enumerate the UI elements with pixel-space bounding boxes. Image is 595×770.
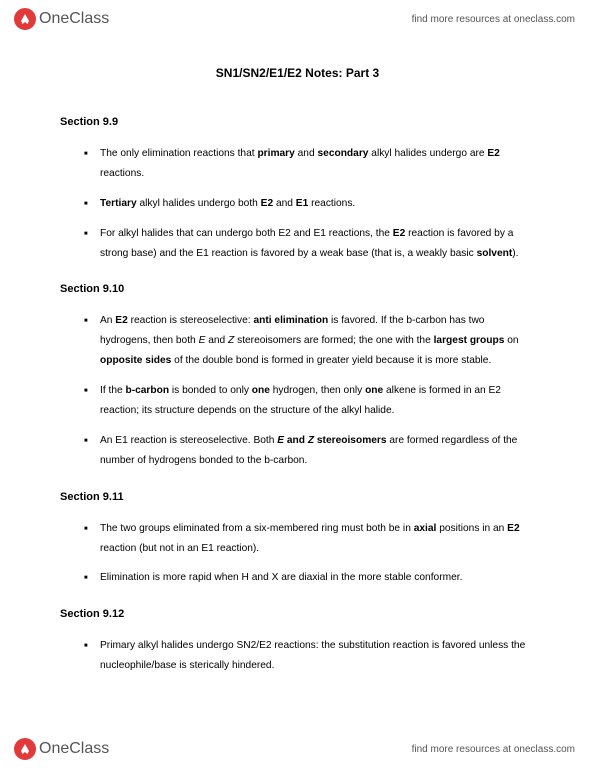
list-item: If the b-carbon is bonded to only one hy… bbox=[84, 381, 535, 421]
list-item: An E1 reaction is stereoselective. Both … bbox=[84, 431, 535, 471]
footer-brand-name: OneClass bbox=[39, 740, 109, 758]
page-footer: OneClass find more resources at oneclass… bbox=[0, 732, 595, 770]
section-heading: Section 9.11 bbox=[60, 491, 535, 503]
brand-logo-icon bbox=[14, 8, 36, 30]
brand-name: OneClass bbox=[39, 10, 109, 28]
footer-brand-logo-icon bbox=[14, 738, 36, 760]
list-item: The two groups eliminated from a six-mem… bbox=[84, 519, 535, 559]
header-tagline: find more resources at oneclass.com bbox=[412, 14, 575, 25]
brand-name-left: One bbox=[39, 10, 69, 27]
section-heading: Section 9.10 bbox=[60, 283, 535, 295]
document-body: SN1/SN2/E1/E2 Notes: Part 3 Section 9.9 T… bbox=[0, 36, 595, 716]
footer-brand-name-right: Class bbox=[69, 740, 109, 757]
footer-brand-name-left: One bbox=[39, 740, 69, 757]
document-title: SN1/SN2/E1/E2 Notes: Part 3 bbox=[60, 66, 535, 80]
list-item: An E2 reaction is stereoselective: anti … bbox=[84, 311, 535, 371]
list-item: Tertiary alkyl halides undergo both E2 a… bbox=[84, 194, 535, 214]
section-heading: Section 9.12 bbox=[60, 608, 535, 620]
brand-name-right: Class bbox=[69, 10, 109, 27]
brand-logo: OneClass bbox=[14, 8, 109, 30]
section-list: Primary alkyl halides undergo SN2/E2 rea… bbox=[60, 636, 535, 676]
footer-tagline: find more resources at oneclass.com bbox=[412, 744, 575, 755]
list-item: Elimination is more rapid when H and X a… bbox=[84, 568, 535, 588]
list-item: For alkyl halides that can undergo both … bbox=[84, 224, 535, 264]
section-list: An E2 reaction is stereoselective: anti … bbox=[60, 311, 535, 470]
section-list: The two groups eliminated from a six-mem… bbox=[60, 519, 535, 589]
list-item: Primary alkyl halides undergo SN2/E2 rea… bbox=[84, 636, 535, 676]
section-heading: Section 9.9 bbox=[60, 116, 535, 128]
section-list: The only elimination reactions that prim… bbox=[60, 144, 535, 263]
sections-container: Section 9.9 The only elimination reaction… bbox=[60, 116, 535, 676]
list-item: The only elimination reactions that prim… bbox=[84, 144, 535, 184]
footer-brand-logo: OneClass bbox=[14, 738, 109, 760]
page-header: OneClass find more resources at oneclass… bbox=[0, 0, 595, 36]
